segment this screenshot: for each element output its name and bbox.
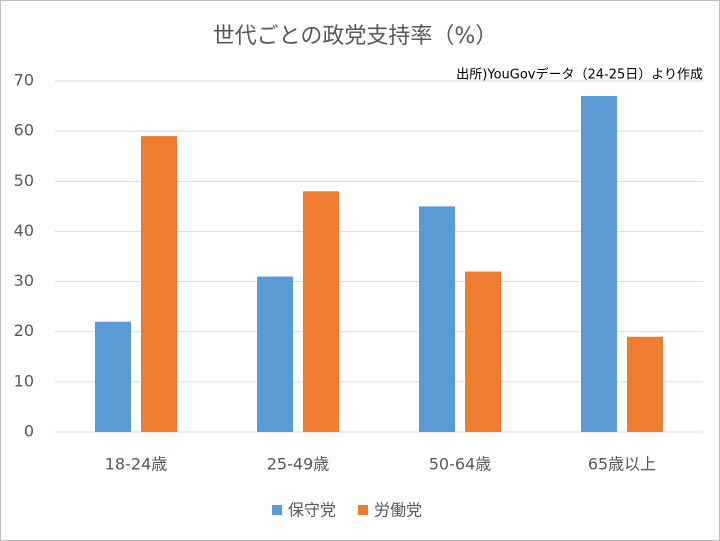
bar	[581, 96, 617, 433]
y-tick-label: 70	[14, 71, 34, 90]
bar	[303, 191, 339, 432]
legend-label: 労働党	[374, 501, 422, 520]
legend-swatch	[358, 505, 369, 515]
x-tick-label: 25-49歳	[267, 455, 330, 474]
y-tick-label: 40	[14, 221, 34, 240]
y-tick-label: 30	[14, 271, 34, 290]
bar	[257, 276, 293, 432]
bar	[465, 271, 501, 432]
annotation: 出所)YouGovデータ（24-25日）より作成	[456, 67, 703, 83]
chart-title: 世代ごとの政党支持率（%）	[213, 24, 498, 49]
x-tick-label: 65歳以上	[588, 455, 656, 474]
y-tick-label: 60	[14, 121, 34, 140]
bar	[419, 206, 455, 432]
y-tick-label: 50	[14, 171, 34, 190]
y-tick-label: 20	[14, 321, 34, 340]
legend-swatch	[272, 505, 282, 515]
x-tick-label: 18-24歳	[105, 455, 168, 474]
bar	[95, 321, 131, 432]
legend-label: 保守党	[288, 501, 336, 520]
y-tick-label: 10	[14, 371, 34, 390]
bar	[627, 336, 663, 432]
bar	[141, 136, 177, 432]
x-tick-label: 50-64歳	[429, 455, 492, 474]
y-tick-label: 0	[24, 422, 34, 441]
